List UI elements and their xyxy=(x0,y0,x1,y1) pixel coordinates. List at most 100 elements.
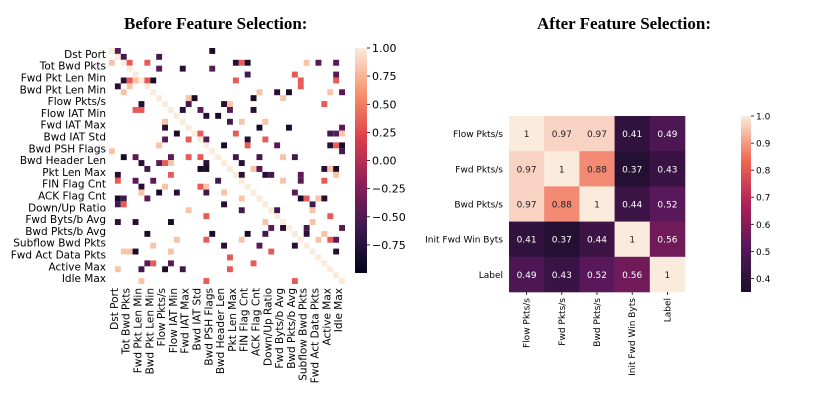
left-heatmap-cell xyxy=(268,171,275,178)
left-column-label: Bwd Header Len xyxy=(215,288,227,374)
left-heatmap-cell xyxy=(268,225,275,231)
left-heatmap-cell xyxy=(291,230,298,237)
right-heatmap-cell xyxy=(649,116,686,152)
left-colorbar-tick-label: −0.25 xyxy=(372,183,406,196)
left-heatmap-cell xyxy=(221,189,227,196)
left-heatmap-cell xyxy=(109,48,115,54)
right-heatmap-cell-value: 1 xyxy=(629,236,635,246)
right-heatmap-cell xyxy=(579,116,615,152)
left-heatmap-cell xyxy=(126,77,133,84)
right-heatmap-cell-value: 0.44 xyxy=(622,201,642,211)
left-heatmap-cell xyxy=(185,101,192,107)
right-colorbar-tick-label: 0.9 xyxy=(756,140,771,150)
left-heatmap-cell xyxy=(280,95,286,102)
left-row-label: Fwd IAT Max xyxy=(40,120,106,132)
left-heatmap-cell xyxy=(262,171,269,178)
left-heatmap-cell xyxy=(144,166,151,172)
left-heatmap-cell xyxy=(150,242,157,249)
right-heatmap-cell-value: 0.56 xyxy=(622,271,642,281)
left-column-label: Bwd Pkts/b Avg xyxy=(286,288,298,369)
left-heatmap-cell xyxy=(339,148,345,155)
left-column-label: Pkt Len Max xyxy=(227,288,239,352)
left-heatmap-cell xyxy=(114,219,121,225)
right-heatmap-cell-value: 0.52 xyxy=(657,201,677,211)
left-heatmap-cell xyxy=(262,219,269,225)
left-heatmap-cell xyxy=(227,166,233,172)
left-heatmap-cell xyxy=(126,83,133,90)
left-heatmap-cell xyxy=(238,171,245,178)
right-heatmap-cell-value: 0.97 xyxy=(587,130,607,140)
left-heatmap-cell xyxy=(162,160,168,166)
left-column-label: Down/Up Ratio xyxy=(262,288,274,366)
left-heatmap-cell xyxy=(262,230,269,237)
left-colorbar-tick-label: −0.75 xyxy=(372,239,406,252)
left-heatmap-cell xyxy=(120,59,127,66)
left-heatmap-cell xyxy=(120,201,127,208)
left-heatmap-cell xyxy=(250,95,257,102)
left-heatmap-cell xyxy=(309,207,316,214)
left-heatmap-cell xyxy=(150,77,157,84)
left-heatmap-cell xyxy=(333,130,340,137)
left-heatmap-cell xyxy=(203,278,210,284)
left-heatmap-cell xyxy=(221,101,227,107)
left-heatmap-cell xyxy=(114,195,121,202)
right-heatmap-cell-value: 1 xyxy=(524,130,530,140)
left-row-label: Tot Bwd Pkts xyxy=(39,61,106,73)
left-heatmap-cell xyxy=(274,142,281,149)
left-heatmap-cell xyxy=(209,230,216,237)
left-heatmap-cell xyxy=(203,166,210,172)
left-heatmap-cell xyxy=(114,201,121,208)
left-heatmap-cell xyxy=(185,207,192,214)
left-heatmap-cell xyxy=(144,83,151,90)
left-heatmap-cell xyxy=(297,236,304,243)
left-heatmap-cell xyxy=(156,53,163,60)
left-heatmap-cell xyxy=(244,71,251,78)
left-heatmap-cell xyxy=(126,65,133,72)
left-heatmap-cell xyxy=(156,189,163,196)
left-heatmap-cell xyxy=(120,77,127,84)
left-heatmap-cell xyxy=(339,89,345,96)
left-heatmap-cell xyxy=(274,89,281,96)
left-heatmap-cell xyxy=(173,130,180,137)
left-heatmap-cell xyxy=(138,266,145,273)
left-heatmap-cell xyxy=(221,242,227,249)
left-heatmap-cell xyxy=(203,112,210,119)
left-heatmap-cell xyxy=(150,260,157,267)
left-heatmap-cell xyxy=(114,171,121,178)
left-heatmap-cell xyxy=(156,65,163,72)
left-heatmap-cell xyxy=(179,107,186,113)
right-heatmap-cell xyxy=(614,186,651,222)
left-heatmap-cell xyxy=(327,89,334,96)
left-heatmap-cell xyxy=(256,89,263,96)
left-column-label: Fwd Act Data Pkts xyxy=(310,288,322,383)
left-heatmap-cell xyxy=(138,101,145,107)
left-heatmap-cell xyxy=(250,260,257,267)
right-colorbar-tick-label: 0.7 xyxy=(756,194,770,204)
left-heatmap-cell xyxy=(156,142,163,149)
left-heatmap-cell xyxy=(232,154,239,161)
left-heatmap-cell xyxy=(144,77,151,84)
left-heatmap-cell xyxy=(168,248,174,255)
left-heatmap-cell xyxy=(250,189,257,196)
left-heatmap-cell xyxy=(150,89,157,96)
left-heatmap-cell xyxy=(120,154,127,161)
left-heatmap-cell xyxy=(327,130,334,137)
left-heatmap-cell xyxy=(250,166,257,172)
right-heatmap-cell-value: 1 xyxy=(594,201,600,211)
left-heatmap-cell xyxy=(120,89,127,96)
left-heatmap-cell xyxy=(333,236,340,243)
left-colorbar-tick-label: 1.00 xyxy=(372,42,397,55)
left-heatmap-cell xyxy=(244,142,251,149)
right-heatmap-cell-value: 1 xyxy=(665,271,671,281)
left-heatmap-cell xyxy=(262,118,269,125)
left-heatmap-cell xyxy=(309,201,316,208)
left-heatmap-cell xyxy=(191,95,198,102)
right-heatmap-cell-value: 0.43 xyxy=(657,165,677,175)
left-heatmap-cell xyxy=(132,248,139,255)
right-heatmap-cell xyxy=(544,256,580,293)
left-row-label: Subflow Bwd Pkts xyxy=(13,238,106,250)
left-heatmap-cell xyxy=(120,53,127,60)
left-heatmap-cell xyxy=(132,107,139,113)
left-heatmap-cell xyxy=(162,136,168,143)
left-heatmap-cell xyxy=(168,219,174,225)
